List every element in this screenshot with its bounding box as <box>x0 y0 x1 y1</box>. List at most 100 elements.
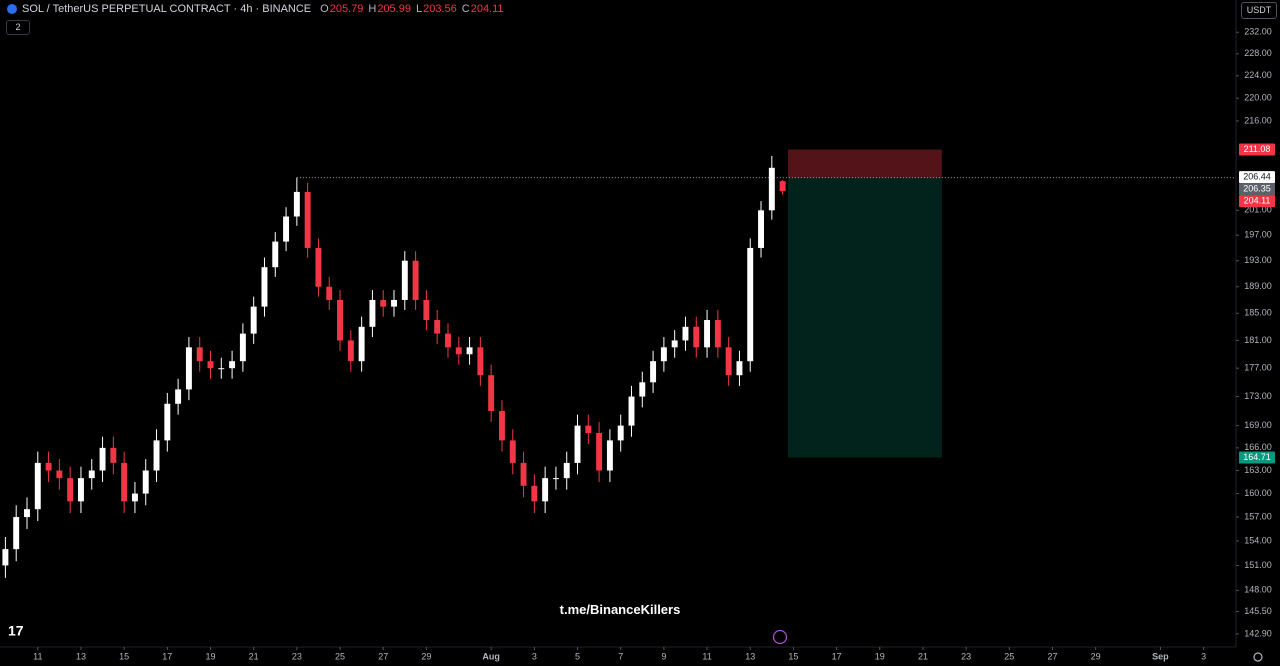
candle-body <box>175 389 182 404</box>
price-label: 206.44 <box>1243 172 1271 182</box>
y-tick-label: 148.00 <box>1244 585 1272 595</box>
y-tick-label: 142.90 <box>1244 628 1272 638</box>
candle-body <box>617 425 624 441</box>
candle-body <box>693 326 700 348</box>
legend-key: C <box>461 3 470 15</box>
x-tick-label: 15 <box>788 651 798 661</box>
candle-body <box>121 462 128 502</box>
currency-select[interactable]: USDT <box>1241 2 1277 19</box>
x-tick-label: 3 <box>532 651 537 661</box>
candle-body <box>423 299 430 321</box>
y-tick-label: 177.00 <box>1244 363 1272 373</box>
candle-body <box>218 368 225 370</box>
candle-body <box>563 462 570 479</box>
candle-body <box>283 216 290 242</box>
legend-key: O <box>320 3 329 15</box>
legend-value: 203.56 <box>423 3 457 15</box>
candle-body <box>250 306 257 334</box>
x-tick-label: 27 <box>1047 651 1057 661</box>
y-tick-label: 163.00 <box>1244 465 1272 475</box>
candle-body <box>596 432 603 471</box>
candle-body <box>552 478 559 480</box>
legend-value: 205.79 <box>329 3 364 15</box>
price-label: 204.11 <box>1244 196 1271 206</box>
candle-body <box>455 347 462 355</box>
x-tick-label: 7 <box>618 651 623 661</box>
price-label-bg <box>1239 183 1275 196</box>
candle-body <box>660 347 667 362</box>
candle-body <box>650 361 657 383</box>
x-tick-label: 19 <box>205 651 215 661</box>
symbol-title: SOL / TetherUS PERPETUAL CONTRACT · 4h ·… <box>22 3 312 15</box>
x-tick-label: 29 <box>1091 651 1101 661</box>
indicator-badge[interactable]: 2 <box>6 20 30 35</box>
candle-body <box>24 509 30 518</box>
candle-body <box>315 247 322 287</box>
candle-body <box>185 347 192 390</box>
y-tick-label: 173.00 <box>1244 391 1272 401</box>
candle-body <box>779 181 786 192</box>
candle-body <box>207 361 214 369</box>
candle-body <box>196 347 203 362</box>
price-label: 211.08 <box>1244 144 1271 154</box>
candle-body <box>67 478 74 502</box>
candle-body <box>445 333 451 348</box>
candle-body <box>434 320 441 334</box>
candle-body <box>131 493 138 502</box>
x-tick-label: 25 <box>1004 651 1014 661</box>
x-tick-label: Sep <box>1152 651 1169 661</box>
legend-value: 204.11 <box>470 3 504 15</box>
candle-body <box>628 396 635 426</box>
candle-body <box>358 326 365 362</box>
price-label-bg <box>1239 195 1275 208</box>
candle-body <box>768 167 775 211</box>
x-tick-label: 17 <box>162 651 172 661</box>
y-tick-label: 228.00 <box>1244 48 1272 58</box>
x-tick-label: 23 <box>961 651 971 661</box>
ohlc-legend: O205.79 H205.99 L203.56 C204.11 <box>312 3 504 15</box>
y-tick-label: 160.00 <box>1244 488 1272 498</box>
price-label: 206.35 <box>1243 184 1271 194</box>
candle-body <box>477 347 484 376</box>
candle-body <box>401 260 408 300</box>
y-tick-label: 154.00 <box>1244 535 1272 545</box>
candle-body <box>639 382 646 397</box>
x-tick-label: Aug <box>482 651 500 661</box>
stop-zone <box>788 149 942 178</box>
x-tick-label: 3 <box>1201 651 1206 661</box>
watermark: t.me/BinanceKillers <box>559 602 681 617</box>
candle-body <box>520 462 527 486</box>
y-tick-label: 189.00 <box>1244 281 1272 291</box>
candle-body <box>164 403 171 441</box>
candle-body <box>99 447 106 471</box>
settings-icon[interactable] <box>1253 652 1263 662</box>
candle-body <box>272 241 279 268</box>
candle-body <box>380 299 387 307</box>
candle-body <box>2 549 9 566</box>
candle-body <box>714 320 721 348</box>
price-label: 164.71 <box>1243 452 1271 462</box>
symbol-logo <box>7 4 17 14</box>
candle-body <box>671 340 678 348</box>
tv-logo: 17 <box>8 623 24 639</box>
legend-value: 205.99 <box>377 3 411 15</box>
x-tick-label: 23 <box>292 651 302 661</box>
y-tick-label: 232.00 <box>1244 27 1272 37</box>
candle-body <box>153 440 160 471</box>
candle-body <box>736 361 743 376</box>
candle-body <box>585 425 592 433</box>
legend-key: H <box>368 3 377 15</box>
candle-body <box>606 440 613 471</box>
x-tick-label: 11 <box>33 651 42 661</box>
y-tick-label: 169.00 <box>1244 420 1272 430</box>
y-tick-label: 201.00 <box>1244 205 1272 215</box>
x-tick-label: 13 <box>745 651 755 661</box>
y-tick-label: 157.00 <box>1244 511 1272 521</box>
candle-body <box>747 247 754 362</box>
candle-body <box>261 267 268 307</box>
candle-body <box>509 440 516 463</box>
candle-body <box>531 485 538 502</box>
candle-body <box>337 299 344 341</box>
